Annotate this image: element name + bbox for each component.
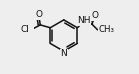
Text: CH₃: CH₃ bbox=[98, 25, 114, 34]
Text: Cl: Cl bbox=[21, 25, 30, 34]
Text: O: O bbox=[91, 11, 98, 20]
Text: NH: NH bbox=[77, 16, 91, 25]
Text: O: O bbox=[35, 10, 42, 19]
Text: N: N bbox=[60, 49, 67, 58]
